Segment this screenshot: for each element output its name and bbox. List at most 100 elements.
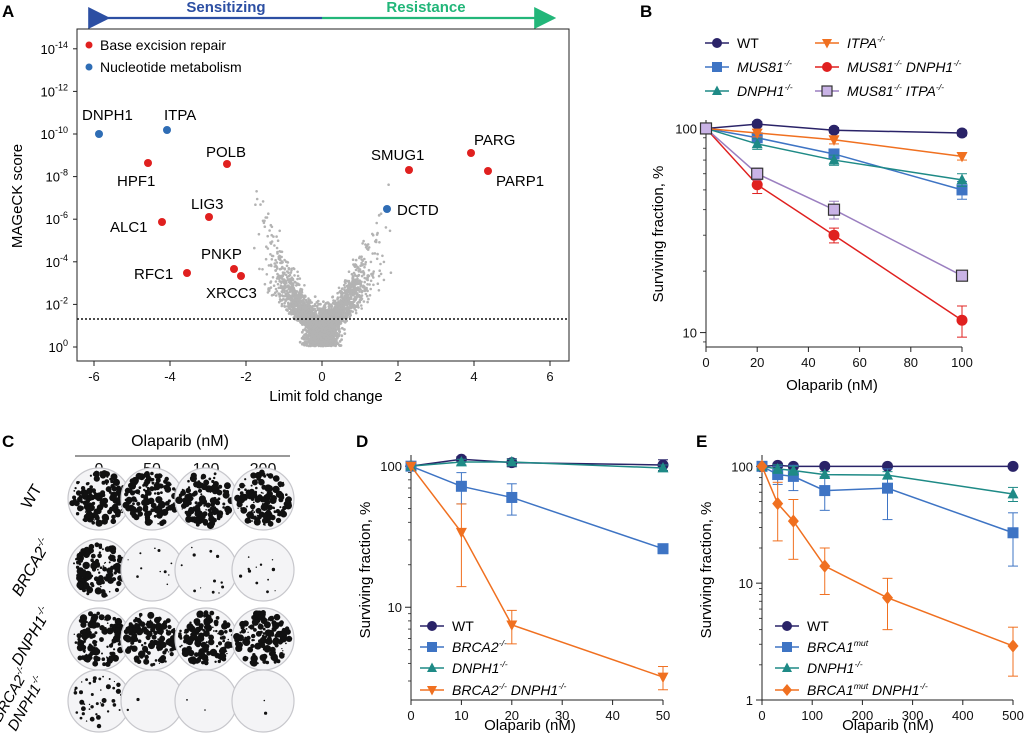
colony xyxy=(275,517,282,524)
data-point xyxy=(956,151,968,163)
gene-dot xyxy=(353,289,356,293)
gene-dot xyxy=(384,226,388,229)
colony xyxy=(150,663,154,667)
gene-dot xyxy=(287,268,291,271)
gene-dot xyxy=(318,324,322,328)
colony xyxy=(93,513,100,519)
gene-dot xyxy=(343,294,346,298)
gene-dot xyxy=(253,246,256,250)
colony xyxy=(197,649,205,657)
colony xyxy=(245,628,248,630)
colony xyxy=(93,655,99,661)
gene-dot xyxy=(285,289,289,293)
gene-dot xyxy=(314,341,318,344)
colony xyxy=(93,616,98,621)
colony xyxy=(236,499,242,505)
colony xyxy=(215,645,219,648)
colony xyxy=(167,624,172,630)
colony xyxy=(187,486,191,489)
colony xyxy=(255,581,259,585)
colony xyxy=(169,483,172,486)
colony xyxy=(114,566,120,573)
colony xyxy=(158,616,161,620)
colony xyxy=(237,507,239,509)
gene-dot xyxy=(367,268,371,272)
gene-dot xyxy=(270,258,274,261)
gene-dot xyxy=(315,323,319,326)
point-hpf1 xyxy=(144,159,152,167)
gene-dot xyxy=(359,270,363,274)
gene-dot xyxy=(304,326,308,329)
gene-dot xyxy=(264,257,268,261)
gene-dot xyxy=(316,299,320,303)
survival-plot-b: B WTMUS81-/-​DNPH1-/-​ITPA-/-​MUS81-/-​ … xyxy=(640,2,973,394)
gene-cloud xyxy=(253,183,393,348)
gene-dot xyxy=(280,298,284,302)
colony xyxy=(282,481,284,484)
colony xyxy=(245,505,248,508)
gene-dot xyxy=(263,219,266,223)
gene-dot xyxy=(300,342,304,346)
gene-dot xyxy=(291,301,295,305)
gene-dot xyxy=(331,321,334,325)
data-point xyxy=(828,229,840,241)
colony xyxy=(89,494,96,501)
colony xyxy=(108,590,111,593)
gene-dot xyxy=(328,312,332,315)
colony xyxy=(104,561,107,564)
gene-dot xyxy=(331,295,334,299)
gene-dot xyxy=(305,307,309,311)
colony xyxy=(204,522,206,524)
gene-dot xyxy=(342,283,346,287)
gene-dot xyxy=(365,288,369,292)
gene-dot xyxy=(273,244,276,247)
colony xyxy=(134,617,138,620)
gene-dot xyxy=(369,279,373,283)
colony xyxy=(98,571,101,574)
y-tick-exp: -6 xyxy=(60,210,68,220)
gene-dot xyxy=(285,264,289,268)
genotype-label-part: DNPH1 xyxy=(9,613,51,668)
gene-dot xyxy=(371,232,374,236)
legend-marker xyxy=(822,62,832,72)
colony xyxy=(204,624,213,632)
gene-dot xyxy=(290,283,294,287)
gene-dot xyxy=(353,284,356,287)
gene-dot xyxy=(273,262,277,265)
gene-dot xyxy=(366,283,369,286)
gene-dot xyxy=(363,280,367,284)
label-lig3: LIG3 xyxy=(191,196,224,213)
gene-dot xyxy=(336,297,339,301)
colony xyxy=(107,568,113,575)
gene-dot xyxy=(286,275,289,279)
colony xyxy=(208,638,215,646)
colony xyxy=(138,612,143,617)
gene-dot xyxy=(356,266,359,270)
colony xyxy=(143,641,147,645)
gene-dot xyxy=(355,296,359,299)
colony xyxy=(115,627,121,632)
gene-dot xyxy=(357,273,361,277)
gene-dot xyxy=(307,297,310,300)
colony xyxy=(116,499,120,503)
colony xyxy=(90,634,95,639)
colony xyxy=(101,618,103,620)
colony xyxy=(139,552,142,555)
gene-dot xyxy=(333,333,336,337)
x-tick-label-a: 4 xyxy=(470,369,477,384)
legend-label-part: MUS81 xyxy=(847,59,894,75)
gene-dot xyxy=(281,261,284,264)
gene-dot xyxy=(372,283,375,287)
colony xyxy=(115,511,121,518)
gene-dot xyxy=(301,323,304,326)
colony xyxy=(222,640,224,643)
gene-dot xyxy=(354,263,358,267)
colony xyxy=(178,493,183,498)
gene-dot xyxy=(351,258,355,262)
data-point xyxy=(751,118,763,130)
gene-dot xyxy=(333,299,337,303)
gene-dot xyxy=(313,303,317,306)
gene-dot xyxy=(292,304,296,308)
gene-dot xyxy=(389,271,393,275)
point-parg xyxy=(467,149,475,157)
